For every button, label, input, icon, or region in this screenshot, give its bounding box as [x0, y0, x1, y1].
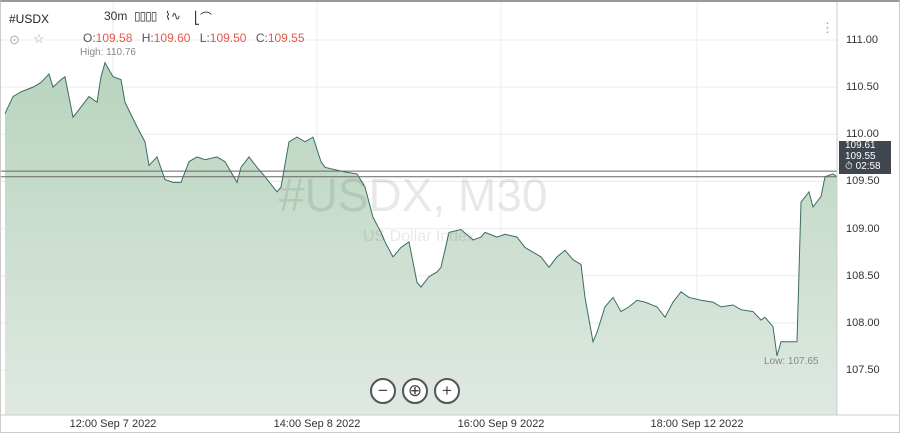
price-line: [4, 61, 838, 357]
high-label: H:: [141, 31, 154, 45]
candle-timer: ⏱ 02:58: [845, 161, 891, 173]
star-icon[interactable]: ☆: [33, 31, 45, 46]
indicators-icon[interactable]: ⌇∿: [165, 9, 181, 23]
bid-price: 109.61: [845, 140, 876, 151]
open-value: 109.58: [95, 31, 133, 45]
candles-icon[interactable]: ▯▯▯▯: [134, 9, 157, 23]
price-area: [5, 62, 837, 416]
x-tick-label: 16:00 Sep 9 2022: [457, 418, 545, 430]
x-tick-label: 12:00 Sep 7 2022: [69, 418, 157, 430]
period-high-label: High: 110.76: [80, 47, 136, 58]
price-tag: 109.61 109.55 ⏱ 02:58: [839, 140, 891, 174]
current-price: 109.55: [845, 150, 876, 162]
y-tick-label: 109.00: [846, 222, 880, 235]
y-tick-label: 110.00: [846, 128, 879, 141]
y-tick-label: 111.00: [846, 34, 879, 46]
y-tick-label: 110.50: [846, 81, 879, 94]
zoom-in-button[interactable]: +: [434, 378, 460, 404]
high-value: 109.60: [153, 31, 191, 45]
x-tick-label: 14:00 Sep 8 2022: [273, 418, 361, 430]
info-icon[interactable]: ⊙: [9, 32, 20, 47]
open-label: O:: [83, 31, 96, 45]
ohlc-readout: O:109.58 H:109.60 L:109.50 C:109.55: [83, 31, 311, 45]
timeframe-button[interactable]: 30m: [104, 9, 128, 23]
y-tick-label: 108.00: [846, 316, 880, 329]
y-tick-label: 109.50: [846, 175, 880, 188]
x-tick-label: 18:00 Sep 12 2022: [650, 418, 744, 430]
close-label: C:: [255, 31, 268, 45]
more-icon[interactable]: ⋮: [821, 20, 834, 35]
low-value: 109.50: [209, 31, 247, 45]
log-scale-icon[interactable]: ⎣⌒: [194, 11, 213, 25]
y-tick-label: 108.50: [846, 269, 880, 282]
timer-icon: ⏱: [845, 161, 853, 172]
period-low-label: Low: 107.65: [764, 356, 819, 367]
low-label: L:: [199, 31, 210, 45]
symbol-label: #USDX: [9, 12, 50, 26]
timer-value: 02:58: [855, 161, 881, 172]
close-value: 109.55: [267, 31, 305, 45]
watermark-title: #USDX, M30: [279, 169, 548, 221]
y-tick-label: 107.50: [846, 364, 880, 377]
reset-zoom-button[interactable]: ⊕: [402, 378, 428, 404]
watermark-subtitle: US Dollar Index: [363, 228, 476, 245]
zoom-out-button[interactable]: −: [370, 378, 396, 404]
